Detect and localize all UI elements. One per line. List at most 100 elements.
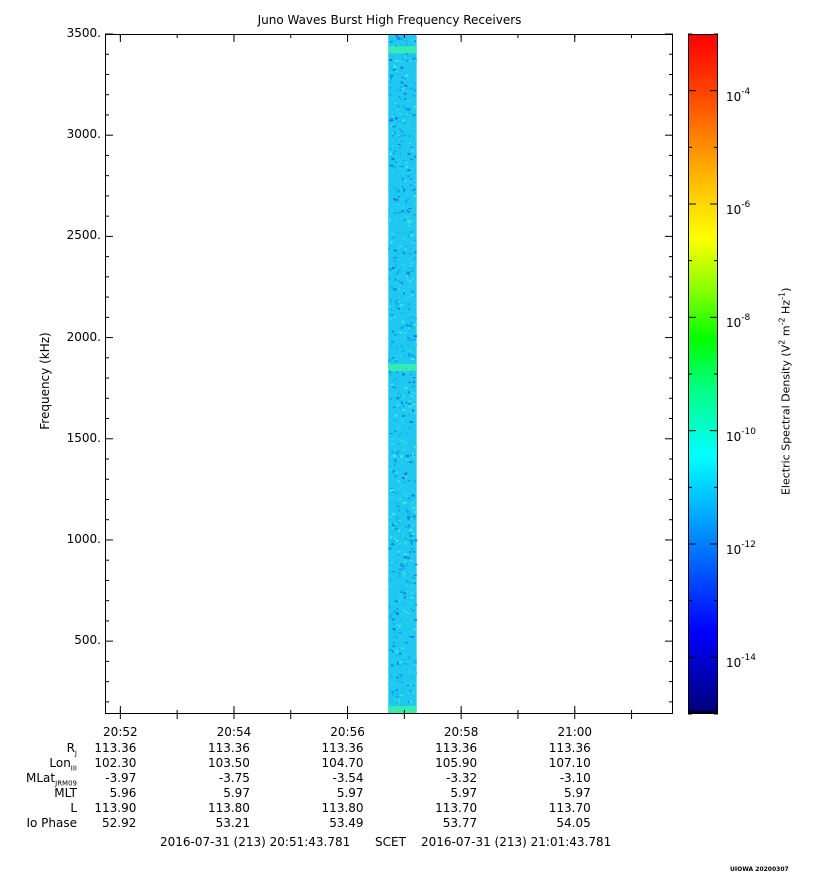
spectrogram-pixel (404, 200, 408, 202)
spectrogram-pixel (406, 465, 408, 467)
y-tick-label: 3500. (66, 26, 101, 40)
spectrogram-pixel (393, 198, 397, 201)
spectrogram-pixel (395, 139, 397, 141)
ephemeris-value: 5.97 (450, 786, 478, 800)
spectrogram-pixel (392, 134, 395, 136)
spectrogram-pixel (392, 155, 396, 157)
enhanced-emission-stripe (388, 706, 417, 713)
spectrogram-pixel (412, 128, 415, 130)
spectrogram-pixel (400, 340, 402, 342)
spectrogram-pixel (397, 703, 401, 705)
spectrogram-pixel (402, 567, 404, 570)
spectrogram-pixel (409, 213, 411, 215)
spectrogram-pixel (411, 325, 413, 327)
spectrogram-pixel (413, 105, 416, 108)
spectrogram-pixel (407, 516, 411, 519)
spectrogram-pixel (394, 600, 398, 603)
spectrogram-pixel (414, 511, 417, 513)
spectrogram-pixel (390, 148, 392, 151)
spectrogram-pixel (413, 660, 417, 663)
spectrogram-pixel (389, 55, 393, 57)
spectrogram-pixel (405, 503, 407, 505)
spectrogram-pixel (412, 507, 416, 510)
spectrogram-pixel (414, 455, 416, 457)
ephemeris-value: 104.70 (321, 756, 364, 770)
spectrogram-pixel (392, 199, 395, 201)
spectrogram-pixel (400, 591, 404, 593)
spectrogram-pixel (400, 658, 402, 660)
spectrogram-pixel (392, 386, 396, 388)
spectrogram-pixel (411, 518, 413, 521)
spectrogram-pixel (398, 332, 401, 335)
spectrogram-pixel (414, 512, 417, 514)
ephemeris-value: -3.10 (559, 771, 591, 785)
spectrogram-pixel (399, 394, 401, 397)
spectrogram-pixel (389, 549, 391, 551)
spectrogram-pixel (404, 115, 406, 117)
spectrogram-pixel (414, 323, 418, 326)
spectrogram-pixel (396, 74, 400, 76)
spectrogram-pixel (407, 172, 410, 174)
spectrogram-pixel (409, 631, 411, 633)
y-tick-label: 1500. (66, 430, 101, 445)
spectrogram-pixel (403, 139, 405, 141)
spectrogram-pixel (389, 614, 393, 617)
spectrogram-pixel (407, 175, 410, 177)
spectrogram-pixel (408, 476, 410, 478)
spectrogram-pixel (406, 89, 410, 91)
spectrogram-pixel (391, 145, 393, 147)
spectrogram-pixel (392, 490, 394, 493)
spectrogram-pixel (411, 533, 414, 536)
spectrogram-pixel (412, 397, 416, 399)
x-tick-label: 21:00 (557, 725, 593, 739)
spectrogram-pixel (389, 516, 393, 518)
spectrogram-pixel (394, 212, 398, 214)
spectrogram-pixel (404, 658, 406, 661)
spectrogram-pixel (400, 304, 404, 307)
spectrogram-pixel (393, 358, 397, 360)
spectrogram-pixel (388, 148, 391, 151)
spectrogram-pixel (411, 524, 415, 527)
spectrogram-pixel (395, 268, 397, 271)
spectrogram-pixel (411, 548, 413, 551)
spectrogram-pixel (402, 571, 405, 574)
spectrogram-pixel (400, 586, 402, 588)
spectrogram-pixel (397, 377, 399, 379)
spectrogram-pixel (413, 257, 417, 260)
spectrogram-pixel (404, 493, 408, 496)
spectrogram-pixel (401, 344, 403, 347)
spectrogram-pixel (405, 275, 407, 277)
spectrogram-pixel (394, 269, 398, 271)
spectrogram-pixel (403, 501, 407, 504)
spectrogram-pixel (412, 683, 416, 685)
spectrogram-pixel (397, 231, 400, 234)
spectrogram-pixel (404, 179, 407, 182)
footer-scet: SCET (375, 835, 406, 849)
spectrogram-pixel (395, 677, 399, 679)
spectrogram-pixel (393, 224, 396, 226)
spectrogram-pixel (398, 270, 400, 272)
spectrogram-pixel (412, 114, 416, 117)
spectrogram-pixel (389, 433, 393, 435)
spectrogram-pixel (407, 224, 411, 227)
spectrogram-pixel (411, 453, 414, 456)
spectrogram-pixel (414, 90, 417, 92)
spectrogram-pixel (400, 217, 404, 219)
spectrogram-pixel (388, 191, 390, 193)
spectrogram-pixel (400, 66, 404, 69)
spectrogram-pixel (396, 451, 400, 454)
spectrogram-pixel (403, 188, 406, 191)
spectrogram-pixel (409, 324, 413, 327)
spectrogram-pixel (404, 337, 406, 339)
spectrogram-pixel (410, 376, 414, 378)
spectrogram-pixel (403, 306, 405, 308)
spectrogram-pixel (408, 208, 412, 210)
spectrogram-pixel (413, 392, 416, 395)
spectrogram-pixel (409, 285, 412, 287)
spectrogram-pixel (410, 373, 412, 376)
spectrogram-pixel (405, 216, 408, 218)
ephemeris-value: -3.75 (218, 771, 250, 785)
spectrogram-pixel (393, 249, 397, 252)
spectrogram-pixel (397, 190, 399, 193)
spectrogram-pixel (396, 459, 399, 461)
